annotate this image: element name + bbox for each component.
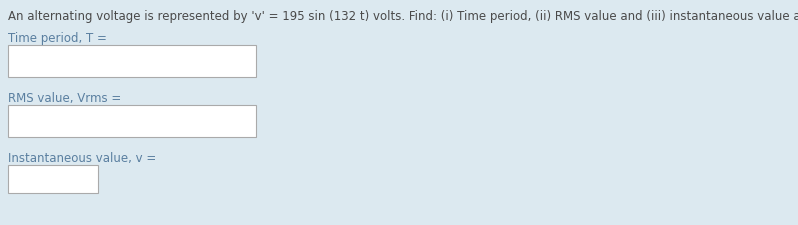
- Bar: [8, 46, 256, 78]
- Text: An alternating voltage is represented by 'v' = 195 sin (132 t) volts. Find: (i) : An alternating voltage is represented by…: [8, 10, 798, 23]
- Text: Instantaneous value, v =: Instantaneous value, v =: [8, 151, 156, 164]
- Bar: [8, 165, 98, 193]
- Bar: [8, 106, 256, 137]
- Text: RMS value, Vrms =: RMS value, Vrms =: [8, 92, 121, 105]
- Text: Time period, T =: Time period, T =: [8, 32, 107, 45]
